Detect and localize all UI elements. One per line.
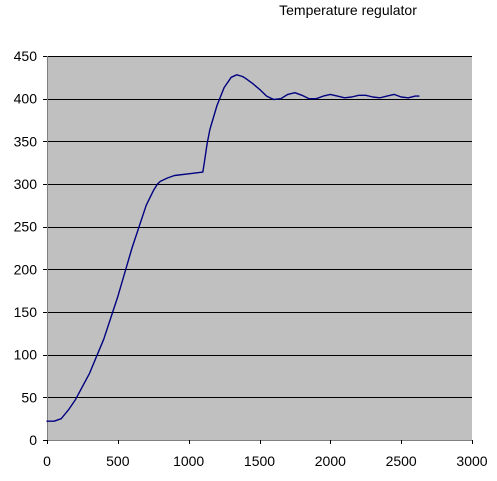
gridlines [47, 56, 472, 398]
x-tick-label-2000: 2000 [315, 453, 346, 469]
y-tick-label-100: 100 [14, 347, 38, 363]
y-tick-label-400: 400 [14, 91, 38, 107]
x-tick-label-3000: 3000 [456, 453, 487, 469]
chart-title: Temperature regulator [279, 2, 417, 18]
y-tick-label-50: 50 [21, 389, 37, 405]
y-tick-label-0: 0 [29, 432, 37, 448]
y-tick-label-200: 200 [14, 261, 38, 277]
y-axis-tick-labels: 0 50 100 150 200 250 300 350 400 450 [14, 48, 38, 448]
series-line-1 [46, 74, 420, 422]
x-tick-label-500: 500 [106, 453, 130, 469]
y-tick-label-250: 250 [14, 219, 38, 235]
y-tick-label-150: 150 [14, 304, 38, 320]
x-axis-tick-labels: 0 500 1000 1500 2000 2500 3000 [43, 453, 488, 469]
x-tick-label-1000: 1000 [173, 453, 204, 469]
x-tick-label-2500: 2500 [386, 453, 417, 469]
plot-area [47, 56, 472, 440]
x-tick-label-1500: 1500 [244, 453, 275, 469]
x-tick-label-0: 0 [43, 453, 51, 469]
series-group [46, 74, 420, 422]
y-tick-label-450: 450 [14, 48, 38, 64]
y-tick-label-350: 350 [14, 133, 38, 149]
axes [43, 56, 473, 444]
y-tick-label-300: 300 [14, 176, 38, 192]
